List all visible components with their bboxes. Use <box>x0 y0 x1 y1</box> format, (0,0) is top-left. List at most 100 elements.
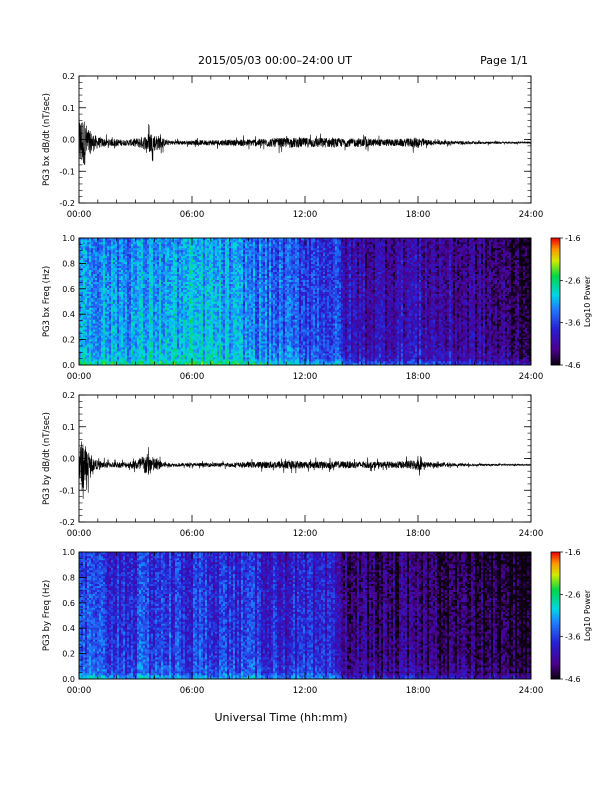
spectrogram-cell <box>207 260 209 262</box>
spectrogram-cell <box>217 333 219 335</box>
spectrogram-cell <box>103 280 105 282</box>
spectrogram-cell <box>155 290 157 292</box>
spectrogram-cell <box>183 300 185 302</box>
spectrogram-cell <box>215 276 217 278</box>
spectrogram-cell <box>187 244 189 246</box>
spectrogram-cell <box>221 303 223 305</box>
spectrogram-cell <box>217 250 219 252</box>
spectrogram-cell <box>93 276 95 278</box>
spectrogram-cell <box>179 349 181 351</box>
spectrogram-cell <box>119 264 121 266</box>
spectrogram-cell <box>129 240 131 242</box>
spectrogram-cell <box>125 268 127 270</box>
spectrogram-cell <box>199 327 201 329</box>
spectrogram-cell <box>179 266 181 268</box>
spectrogram-cell <box>115 260 117 262</box>
spectrogram-cell <box>93 302 95 304</box>
spectrogram-cell <box>165 359 167 361</box>
spectrogram-cell <box>227 349 229 351</box>
spectrogram-cell <box>121 274 123 276</box>
spectrogram-cell <box>163 357 165 359</box>
spectrogram-cell <box>133 302 135 304</box>
spectrogram-cell <box>197 286 199 288</box>
spectrogram-cell <box>143 329 145 331</box>
spectrogram-cell <box>135 262 137 264</box>
spectrogram-cell <box>125 313 127 315</box>
spectrogram-cell <box>101 288 103 290</box>
spectrogram-cell <box>197 315 199 317</box>
spectrogram-cell <box>203 303 205 305</box>
spectrogram-cell <box>145 357 147 359</box>
spectrogram-cell <box>149 296 151 298</box>
spectrogram-cell <box>99 357 101 359</box>
spectrogram-cell <box>171 300 173 302</box>
spectrogram-cell <box>191 311 193 313</box>
spectrogram-cell <box>193 303 195 305</box>
spectrogram-cell <box>161 292 163 294</box>
spectrogram-cell <box>145 284 147 286</box>
spectrogram-cell <box>81 303 83 305</box>
spectrogram-cell <box>175 278 177 280</box>
spectrogram-cell <box>179 339 181 341</box>
spectrogram-cell <box>215 242 217 244</box>
spectrogram-cell <box>191 333 193 335</box>
spectrogram-cell <box>135 264 137 266</box>
spectrogram-cell <box>179 296 181 298</box>
spectrogram-cell <box>213 294 215 296</box>
spectrogram-cell <box>141 313 143 315</box>
spectrogram-cell <box>91 341 93 343</box>
spectrogram-cell <box>155 296 157 298</box>
spectrogram-cell <box>155 260 157 262</box>
spectrogram-cell <box>91 355 93 357</box>
spectrogram-cell <box>211 248 213 250</box>
spectrogram-cell <box>227 315 229 317</box>
spectrogram-cell <box>161 333 163 335</box>
spectrogram-cell <box>207 337 209 339</box>
spectrogram-cell <box>197 244 199 246</box>
spectrogram-cell <box>137 327 139 329</box>
spectrogram-cell <box>95 353 97 355</box>
spectrogram-cell <box>209 303 211 305</box>
spectrogram-cell <box>163 317 165 319</box>
spectrogram-cell <box>227 333 229 335</box>
spectrogram-cell <box>135 252 137 254</box>
spectrogram-cell <box>169 339 171 341</box>
spectrogram-cell <box>147 290 149 292</box>
spectrogram-cell <box>99 321 101 323</box>
spectrogram-cell <box>129 268 131 270</box>
spectrogram-cell <box>223 329 225 331</box>
spectrogram-cell <box>209 246 211 248</box>
spectrogram-cell <box>103 242 105 244</box>
spectrogram-cell <box>117 317 119 319</box>
spectrogram-cell <box>165 286 167 288</box>
spectrogram-cell <box>217 359 219 361</box>
spectrogram-cell <box>193 244 195 246</box>
spectrogram-cell <box>89 303 91 305</box>
spectrogram-cell <box>153 284 155 286</box>
spectrogram-cell <box>143 333 145 335</box>
y-tick-label: -0.2 <box>59 199 75 208</box>
spectrogram-cell <box>119 254 121 256</box>
spectrogram-cell <box>171 264 173 266</box>
spectrogram-cell <box>161 355 163 357</box>
spectrogram-cell <box>209 288 211 290</box>
spectrogram-cell <box>137 278 139 280</box>
spectrogram-cell <box>147 361 149 363</box>
spectrogram-cell <box>85 351 87 353</box>
spectrogram-cell <box>185 248 187 250</box>
spectrogram-cell <box>161 317 163 319</box>
spectrogram-cell <box>121 309 123 311</box>
spectrogram-cell <box>191 335 193 337</box>
spectrogram-cell <box>185 309 187 311</box>
spectrogram-cell <box>213 272 215 274</box>
spectrogram-cell <box>199 319 201 321</box>
spectrogram-cell <box>135 246 137 248</box>
spectrogram-cell <box>123 262 125 264</box>
spectrogram-cell <box>205 357 207 359</box>
spectrogram-cell <box>197 278 199 280</box>
spectrogram-cell <box>135 329 137 331</box>
spectrogram-cell <box>199 282 201 284</box>
spectrogram-cell <box>179 268 181 270</box>
spectrogram-cell <box>219 252 221 254</box>
spectrogram-cell <box>135 296 137 298</box>
